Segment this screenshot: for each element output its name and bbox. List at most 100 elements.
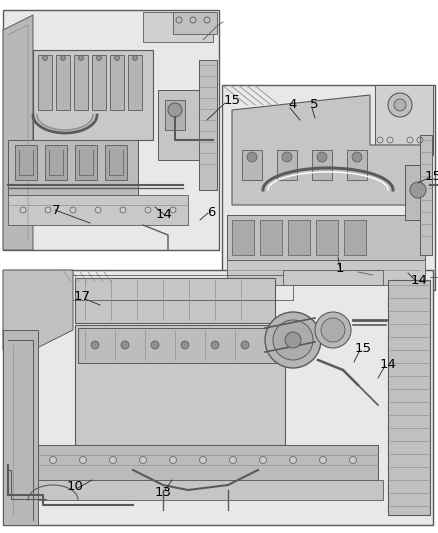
Circle shape	[45, 207, 51, 213]
Circle shape	[120, 207, 126, 213]
Circle shape	[133, 55, 138, 61]
Circle shape	[350, 456, 357, 464]
Circle shape	[241, 341, 249, 349]
Bar	[260, 220, 282, 255]
Bar	[388, 280, 430, 515]
Bar	[242, 150, 262, 180]
Circle shape	[321, 318, 345, 342]
Bar	[405, 165, 430, 220]
Circle shape	[42, 55, 47, 61]
Circle shape	[394, 99, 406, 111]
Bar	[288, 220, 310, 255]
Text: 17: 17	[74, 289, 91, 303]
Bar	[227, 260, 425, 285]
Circle shape	[145, 207, 151, 213]
Circle shape	[317, 152, 327, 162]
Text: 7: 7	[52, 204, 60, 216]
Bar	[420, 135, 432, 255]
Circle shape	[95, 207, 101, 213]
Circle shape	[265, 312, 321, 368]
Circle shape	[70, 207, 76, 213]
Bar	[75, 145, 97, 180]
Text: 14: 14	[410, 273, 427, 287]
Bar	[110, 55, 124, 110]
Text: 1: 1	[336, 262, 344, 274]
Bar	[3, 330, 38, 525]
Bar	[222, 85, 435, 290]
Circle shape	[230, 456, 237, 464]
Circle shape	[78, 55, 84, 61]
Text: 14: 14	[380, 358, 396, 370]
Text: 15: 15	[223, 93, 240, 107]
Bar	[8, 195, 188, 225]
Circle shape	[80, 456, 86, 464]
Bar	[105, 145, 127, 180]
Bar	[33, 50, 153, 140]
Circle shape	[247, 152, 257, 162]
Circle shape	[290, 456, 297, 464]
Bar	[165, 100, 185, 130]
Text: 10: 10	[67, 480, 83, 492]
Circle shape	[282, 152, 292, 162]
Bar	[283, 270, 383, 285]
Text: 14: 14	[155, 208, 173, 222]
Text: 15: 15	[424, 171, 438, 183]
Bar	[227, 215, 425, 260]
Circle shape	[121, 341, 129, 349]
Circle shape	[96, 55, 102, 61]
Bar	[15, 145, 37, 180]
Bar	[143, 12, 213, 42]
Circle shape	[199, 456, 206, 464]
Bar	[277, 150, 297, 180]
Bar	[75, 325, 285, 445]
Circle shape	[315, 312, 351, 348]
Bar	[74, 55, 88, 110]
Bar	[199, 60, 217, 190]
Circle shape	[319, 456, 326, 464]
Circle shape	[352, 152, 362, 162]
Circle shape	[259, 456, 266, 464]
Circle shape	[110, 456, 117, 464]
Bar	[92, 55, 106, 110]
Text: 6: 6	[207, 206, 215, 219]
Bar	[3, 10, 219, 250]
Text: 13: 13	[155, 486, 172, 498]
Circle shape	[388, 93, 412, 117]
Bar	[344, 220, 366, 255]
Bar	[78, 328, 278, 363]
Circle shape	[20, 207, 26, 213]
Bar	[316, 220, 338, 255]
Bar	[8, 140, 138, 195]
Circle shape	[410, 182, 426, 198]
Bar	[45, 145, 67, 180]
Bar	[56, 55, 70, 110]
Circle shape	[168, 103, 182, 117]
Circle shape	[114, 55, 120, 61]
Circle shape	[151, 341, 159, 349]
Circle shape	[273, 320, 313, 360]
Text: 15: 15	[354, 342, 371, 354]
Bar	[232, 220, 254, 255]
Bar	[375, 85, 433, 155]
Bar	[75, 278, 275, 323]
Circle shape	[91, 341, 99, 349]
Circle shape	[170, 456, 177, 464]
Circle shape	[60, 55, 66, 61]
Bar	[312, 150, 332, 180]
Bar	[347, 150, 367, 180]
Polygon shape	[3, 270, 73, 350]
Circle shape	[285, 332, 301, 348]
Polygon shape	[232, 95, 425, 205]
Bar	[173, 12, 217, 34]
Circle shape	[49, 456, 57, 464]
Polygon shape	[3, 15, 33, 250]
Circle shape	[139, 456, 146, 464]
Bar	[38, 480, 383, 500]
Circle shape	[181, 341, 189, 349]
Circle shape	[211, 341, 219, 349]
Bar	[38, 445, 378, 480]
Text: 5: 5	[310, 99, 318, 111]
Circle shape	[170, 207, 176, 213]
Bar	[128, 55, 142, 110]
Bar	[3, 270, 433, 525]
